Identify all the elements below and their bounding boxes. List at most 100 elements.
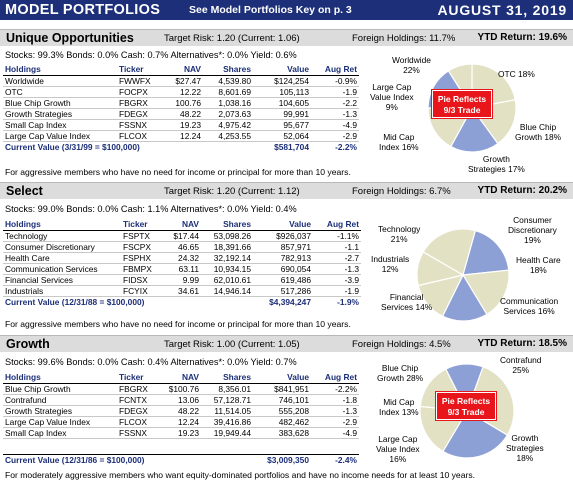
pie-slice xyxy=(416,251,465,287)
cell-value: 99,991 xyxy=(253,108,311,120)
cell-nav: $27.47 xyxy=(163,75,203,87)
cell-value: 383,628 xyxy=(253,427,311,439)
col-ticker: Ticker xyxy=(117,64,163,76)
cell-nav: 19.23 xyxy=(161,427,201,439)
col-ticker: Ticker xyxy=(121,219,159,231)
col-shares: Shares xyxy=(201,219,253,231)
total-label: Current Value (12/31/88 = $100,000) xyxy=(3,295,253,307)
cell-shares: 14,946.14 xyxy=(201,285,253,297)
pie-label-growth-strategies: Growth Strategies 18% xyxy=(506,433,544,463)
cell-value: 104,605 xyxy=(253,97,311,109)
cell-shares: 4,539.80 xyxy=(203,75,253,87)
cell-holding: Growth Strategies xyxy=(3,405,117,417)
cell-holding: Small Cap Index xyxy=(3,119,117,131)
cell-nav: 13.06 xyxy=(161,394,201,406)
col-nav: NAV xyxy=(159,219,201,231)
cell-nav: 9.99 xyxy=(159,274,201,286)
pie-label-contrafund: Contrafund 25% xyxy=(500,355,542,375)
pie-slice xyxy=(442,410,509,459)
cell-shares: 19,949.44 xyxy=(201,427,253,439)
section-note: For aggressive members who have no need … xyxy=(5,319,351,329)
cell-shares: 62,010.61 xyxy=(201,274,253,286)
total-value: $3,009,350 xyxy=(253,453,311,465)
total-label: Current Value (12/31/86 = $100,000) xyxy=(3,453,253,465)
cell-holding: Financial Services xyxy=(3,274,121,286)
section-growth: Growth Target Risk: 1.00 (Current: 1.05)… xyxy=(0,335,573,482)
cell-value: 517,286 xyxy=(253,285,313,297)
table-header-row: Holdings Ticker NAV Shares Value Aug Ret xyxy=(3,64,359,76)
cell-nav: 12.24 xyxy=(163,130,203,142)
banner-key-note: See Model Portfolios Key on p. 3 xyxy=(189,4,352,16)
cell-nav: 12.24 xyxy=(161,416,201,428)
pie-label-industrials: Industrials 12% xyxy=(371,254,410,274)
cell-aug-ret: -4.9 xyxy=(311,427,359,439)
col-shares: Shares xyxy=(201,372,253,384)
cell-shares: 32,192.14 xyxy=(201,252,253,264)
table-row: Large Cap Value Index FLCOX 12.24 4,253.55 5… xyxy=(3,130,359,142)
pie-label-consumer-discretionary: Consumer Discretionary 19% xyxy=(508,215,557,245)
col-aug-ret: Aug Ret xyxy=(313,219,361,231)
cell-nav: 100.76 xyxy=(163,97,203,109)
cell-ticker: FSCPX xyxy=(121,241,159,253)
cell-holding: Blue Chip Growth xyxy=(3,383,117,395)
cell-aug-ret: -2.2 xyxy=(311,97,359,109)
cell-nav: 63.11 xyxy=(159,263,201,275)
pie-slice xyxy=(449,106,499,153)
cell-holding: Blue Chip Growth xyxy=(3,97,117,109)
col-ticker: Ticker xyxy=(117,372,161,384)
col-nav: NAV xyxy=(163,64,203,76)
pie-label-mid-cap: Mid Cap Index 16% xyxy=(379,132,419,152)
table-row: Blue Chip Growth FBGRX $100.76 8,356.01 $841… xyxy=(3,383,359,395)
cell-shares: 1,038.16 xyxy=(203,97,253,109)
cell-value: 619,486 xyxy=(253,274,313,286)
pie-slice xyxy=(461,269,510,316)
holdings-table: Holdings Ticker NAV Shares Value Aug Ret… xyxy=(3,219,361,307)
total-row: Current Value (3/31/99 = $100,000) $581,7… xyxy=(3,140,359,152)
cell-shares: 18,391.66 xyxy=(201,241,253,253)
cell-aug-ret: -2.2% xyxy=(311,383,359,395)
pie-label-otc: OTC 18% xyxy=(498,69,535,79)
pie-label-financial-services: Financial Services 14% xyxy=(381,292,433,312)
cell-holding: Consumer Discretionary xyxy=(3,241,121,253)
pie-label-health-care: Health Care 18% xyxy=(516,255,561,275)
cell-nav: 34.61 xyxy=(159,285,201,297)
cell-nav: 12.22 xyxy=(163,86,203,98)
pie-label-growth-strategies: Growth Strategies 17% xyxy=(468,154,525,174)
cell-shares: 39,416.86 xyxy=(201,416,253,428)
section-title: Select xyxy=(6,184,43,198)
cell-nav: 48.22 xyxy=(163,108,203,120)
cell-ticker: FBMPX xyxy=(121,263,159,275)
pie-trade-badge: Pie Reflects 9/3 Trade xyxy=(431,89,493,119)
cell-value: $124,254 xyxy=(253,75,311,87)
table-row: Technology FSPTX $17.44 53,098.26 $926,037 -1… xyxy=(3,230,361,242)
section-select: Select Target Risk: 1.20 (Current: 1.12)… xyxy=(0,182,573,332)
cell-holding: Industrials xyxy=(3,285,121,297)
cell-holding: OTC xyxy=(3,86,117,98)
section-note: For moderately aggressive members who wa… xyxy=(5,470,476,480)
cell-value: $926,037 xyxy=(253,230,313,242)
table-header-row: Holdings Ticker NAV Shares Value Aug Ret xyxy=(3,219,361,231)
cell-holding: Worldwide xyxy=(3,75,117,87)
cell-ticker: FLCOX xyxy=(117,130,163,142)
total-return: -1.9% xyxy=(313,295,361,307)
cell-ticker: FSSNX xyxy=(117,119,163,131)
cell-holding: Contrafund xyxy=(3,394,117,406)
pie-label-blue-chip: Blue Chip Growth 18% xyxy=(515,122,562,142)
section-note: For aggressive members who have no need … xyxy=(5,167,351,177)
cell-ticker: FCYIX xyxy=(121,285,159,297)
table-row: Growth Strategies FDEGX 48.22 11,514.05 555,… xyxy=(3,405,359,417)
cell-holding: Communication Services xyxy=(3,263,121,275)
cell-aug-ret: -2.9 xyxy=(311,130,359,142)
total-return: -2.2% xyxy=(311,140,359,152)
col-shares: Shares xyxy=(203,64,253,76)
cell-nav: 46.65 xyxy=(159,241,201,253)
cell-ticker: FDEGX xyxy=(117,108,163,120)
cell-ticker: FWWFX xyxy=(117,75,163,87)
cell-value: 690,054 xyxy=(253,263,313,275)
table-row: Growth Strategies FDEGX 48.22 2,073.63 99,99… xyxy=(3,108,359,120)
holdings-table: Holdings Ticker NAV Shares Value Aug Ret… xyxy=(3,64,359,152)
section-header: Unique Opportunities Target Risk: 1.20 (… xyxy=(0,29,573,46)
col-value: Value xyxy=(253,372,311,384)
cell-shares: 8,601.69 xyxy=(203,86,253,98)
col-nav: NAV xyxy=(161,372,201,384)
